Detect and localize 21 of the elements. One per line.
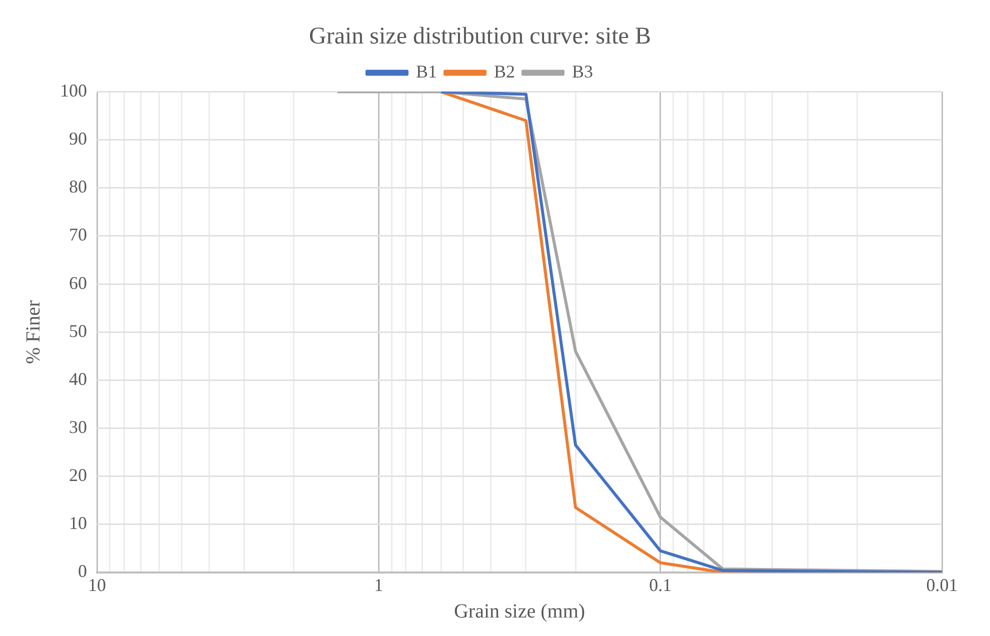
x-tick-label: 1 [374,574,384,595]
x-tick-label: 10 [88,574,106,595]
y-tick-label: 50 [69,320,87,341]
y-tick-label: 10 [69,513,87,534]
y-axis-title: % Finer [22,300,44,364]
y-tick-label: 100 [60,80,87,101]
x-tick-label: 0.01 [926,574,958,595]
chart-title: Grain size distribution curve: site B [309,24,651,50]
y-tick-label: 60 [69,272,87,293]
legend-label: B1 [416,62,438,82]
y-tick-label: 90 [69,128,87,149]
x-axis-title: Grain size (mm) [454,600,586,622]
y-tick-label: 30 [69,416,87,437]
legend-label: B2 [494,62,516,82]
legend-label: B3 [572,62,594,82]
y-tick-label: 40 [69,368,87,389]
x-tick-label: 0.1 [649,574,672,595]
y-tick-label: 70 [69,224,87,245]
y-tick-label: 0 [78,561,87,582]
y-tick-label: 20 [69,465,87,486]
y-tick-label: 80 [69,176,87,197]
